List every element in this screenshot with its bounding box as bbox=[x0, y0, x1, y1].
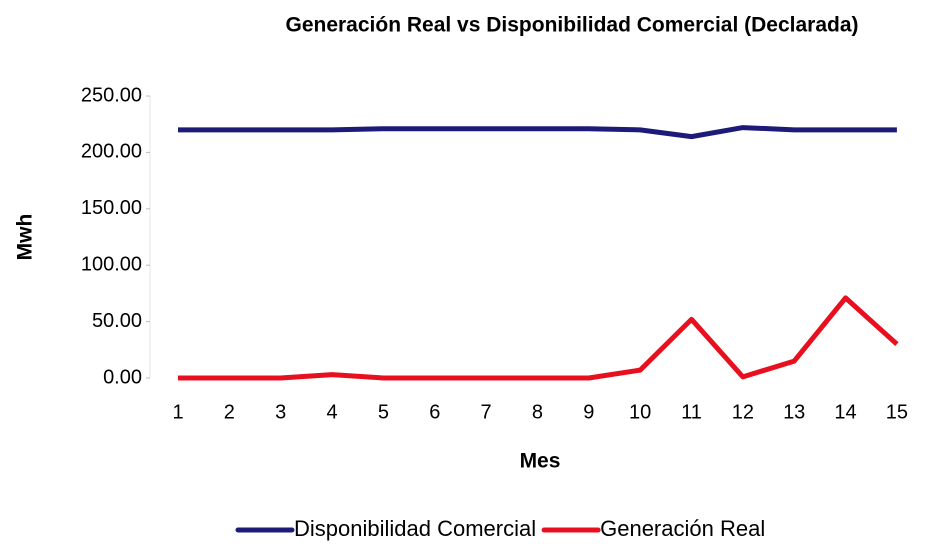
x-tick-label: 3 bbox=[275, 401, 286, 423]
legend-label: Disponibilidad Comercial bbox=[294, 516, 536, 541]
x-tick-label: 11 bbox=[681, 401, 702, 423]
x-tick-label: 9 bbox=[583, 401, 594, 423]
y-tick-label: 150.00 bbox=[81, 197, 142, 219]
legend-label: Generación Real bbox=[600, 516, 765, 541]
y-tick-label: 200.00 bbox=[81, 141, 142, 163]
x-tick-label: 7 bbox=[481, 401, 492, 423]
x-tick-label: 14 bbox=[834, 401, 856, 423]
x-tick-label: 15 bbox=[886, 401, 908, 423]
x-axis-label: Mes bbox=[520, 450, 561, 473]
x-tick-label: 10 bbox=[629, 401, 651, 423]
x-tick-label: 1 bbox=[172, 401, 183, 423]
chart-title: Generación Real vs Disponibilidad Comerc… bbox=[285, 14, 858, 37]
x-tick-label: 6 bbox=[429, 401, 440, 423]
series-line bbox=[178, 295, 899, 381]
y-tick-label: 50.00 bbox=[92, 310, 142, 332]
x-tick-label: 12 bbox=[732, 401, 754, 423]
x-tick-label: 2 bbox=[224, 401, 235, 423]
x-tick-label: 13 bbox=[783, 401, 805, 423]
series-line bbox=[178, 125, 897, 140]
x-tick-label: 5 bbox=[378, 401, 389, 423]
y-tick-label: 0.00 bbox=[103, 366, 142, 388]
x-tick-label: 8 bbox=[532, 401, 543, 423]
y-axis-label: Mwh bbox=[14, 214, 37, 261]
y-tick-label: 250.00 bbox=[81, 84, 142, 106]
x-tick-label: 4 bbox=[326, 401, 337, 423]
y-tick-label: 100.00 bbox=[81, 253, 142, 275]
